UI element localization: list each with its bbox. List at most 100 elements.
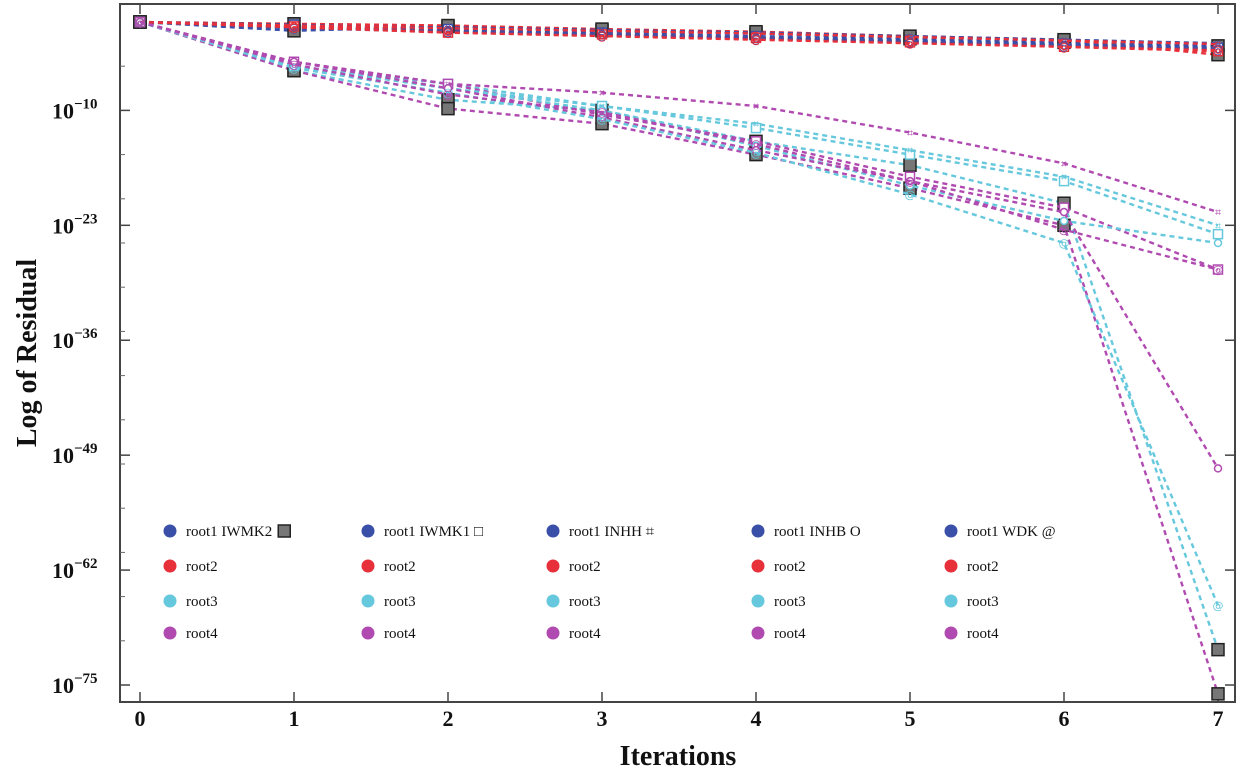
legend-dot-root1 (944, 524, 958, 538)
point-wdk-root3: @ (597, 113, 608, 126)
series-line-iwmk2-root4 (139, 20, 1220, 695)
point-wdk-root2: @ (597, 30, 608, 43)
point-wdk-root3: @ (751, 147, 762, 160)
series-line-inhb-root2 (139, 20, 1219, 51)
data-series: ⌗⌗⌗⌗⌗⌗⌗⌗⌗⌗⌗⌗⌗⌗⌗⌗⌗⌗⌗⌗⌗⌗⌗⌗⌗⌗⌗⌗⌗⌗⌗⌗@@@@@@@@… (133, 15, 1225, 701)
legend-dot-root4 (546, 626, 560, 640)
legend-label-root1: root1 INHH ⌗ (569, 524, 655, 540)
point-wdk-root1: @ (1213, 43, 1224, 56)
point-wdk-root2: @ (751, 34, 762, 47)
point-wdk-root4: @ (443, 88, 454, 101)
legend-label-root4: root4 (569, 626, 601, 642)
x-tick-label: 4 (751, 706, 762, 731)
point-wdk-root1: @ (905, 36, 916, 49)
point-inhh-root4: ⌗ (1061, 157, 1067, 170)
point-iwmk1-root3 (1212, 228, 1224, 240)
point-wdk-root1: @ (1059, 40, 1070, 53)
legend-dot-root3 (546, 594, 560, 608)
point-wdk-root2: @ (443, 27, 454, 40)
x-tick-label: 2 (443, 706, 454, 731)
series-line-wdk-root1 (139, 20, 1219, 51)
point-wdk-root4: @ (1213, 264, 1224, 277)
series-line-inhh-root2 (139, 20, 1219, 46)
legend-label-root2: root2 (569, 559, 601, 575)
series-line-inhh-root4 (139, 20, 1219, 214)
legend-dot-root1 (751, 524, 765, 538)
legend-label-root4: root4 (186, 626, 218, 642)
point-iwmk1-root4 (1212, 264, 1224, 275)
legend-dot-root2 (751, 559, 765, 573)
series-line-iwmk1-root3 (139, 20, 1219, 236)
x-tick-label: 7 (1213, 706, 1224, 731)
legend: root1 IWMK2 root2 root3 root4 root1 IWMK1 □ r… (163, 524, 1056, 642)
series-line-inhb-root4 (139, 20, 1220, 470)
point-wdk-root2: @ (905, 37, 916, 50)
point-wdk-root4: @ (905, 175, 916, 188)
series-line-iwmk2-root2 (139, 20, 1219, 56)
point-iwmk2-root3 (903, 158, 917, 172)
point-wdk-root3: @ (905, 188, 916, 201)
legend-marker-square-icon (277, 524, 291, 538)
point-wdk-root1: @ (289, 22, 300, 35)
x-axis-title: Iterations (620, 741, 737, 770)
legend-dot-root3 (751, 594, 765, 608)
point-iwmk2-root4 (1211, 687, 1225, 701)
legend-label-root4: root4 (384, 626, 416, 642)
point-inhh-root4: ⌗ (907, 127, 913, 140)
point-wdk-root3: @ (289, 62, 300, 75)
legend-label-root1: root1 WDK @ (967, 524, 1056, 540)
legend-label-root3: root3 (384, 594, 416, 610)
point-iwmk1-root3 (904, 149, 916, 160)
series-line-inhb-root3 (139, 20, 1219, 245)
legend-dot-root4 (163, 626, 177, 640)
legend-dot-root1 (361, 524, 375, 538)
y-tick-label: 10−10 (52, 96, 98, 123)
legend-label-root2: root2 (967, 559, 999, 575)
point-wdk-root4: @ (289, 58, 300, 71)
legend-label-root1: root1 IWMK1 □ (384, 524, 483, 540)
series-line-wdk-root3 (139, 20, 1220, 606)
legend-dot-root2 (163, 559, 177, 573)
point-wdk-root2: @ (1059, 41, 1070, 54)
point-wdk-root3: @ (1213, 599, 1224, 612)
point-wdk-root4: @ (751, 138, 762, 151)
legend-dot-root1 (163, 524, 177, 538)
point-iwmk2-root4 (441, 101, 455, 116)
legend-label-root3: root3 (774, 594, 806, 610)
plot-frame (119, 3, 1236, 703)
point-wdk-root3: @ (1059, 237, 1070, 250)
point-inhh-root3: ⌗ (1061, 171, 1067, 184)
point-inhb-root3 (1059, 216, 1069, 226)
x-tick-label: 3 (597, 706, 608, 731)
legend-label-root2: root2 (186, 559, 218, 575)
point-wdk-root2: @ (1213, 44, 1224, 57)
x-tick-label: 0 (135, 706, 146, 731)
legend-label-root3: root3 (569, 594, 601, 610)
x-tick-label: 5 (905, 706, 916, 731)
legend-dot-root1 (546, 524, 560, 538)
point-wdk-root2: @ (289, 21, 300, 34)
legend-dot-root4 (944, 626, 958, 640)
legend-dot-root4 (751, 626, 765, 640)
point-wdk-root4: @ (135, 16, 146, 29)
series-line-inhh-root1 (139, 20, 1219, 45)
series-line-iwmk2-root3 (139, 20, 1220, 650)
point-inhh-root1: ⌗ (1061, 34, 1067, 47)
series-line-iwmk1-root1 (139, 20, 1219, 49)
point-inhh-root1: ⌗ (907, 30, 913, 43)
y-tick-label: 10−75 (52, 671, 98, 698)
point-inhh-root4: ⌗ (599, 87, 605, 100)
series-line-inhb-root1 (139, 20, 1219, 50)
legend-dot-root3 (163, 594, 177, 608)
point-inhh-root3: ⌗ (753, 118, 759, 131)
legend-dot-root4 (361, 626, 375, 640)
legend-dot-root2 (944, 559, 958, 573)
series-line-iwmk1-root2 (139, 20, 1219, 53)
legend-label-root2: root2 (774, 559, 806, 575)
y-tick-label: 10−49 (52, 441, 98, 468)
point-inhb-root3 (1213, 238, 1223, 248)
legend-dot-root3 (944, 594, 958, 608)
point-wdk-root3: @ (443, 87, 454, 100)
legend-label-root3: root3 (186, 594, 218, 610)
